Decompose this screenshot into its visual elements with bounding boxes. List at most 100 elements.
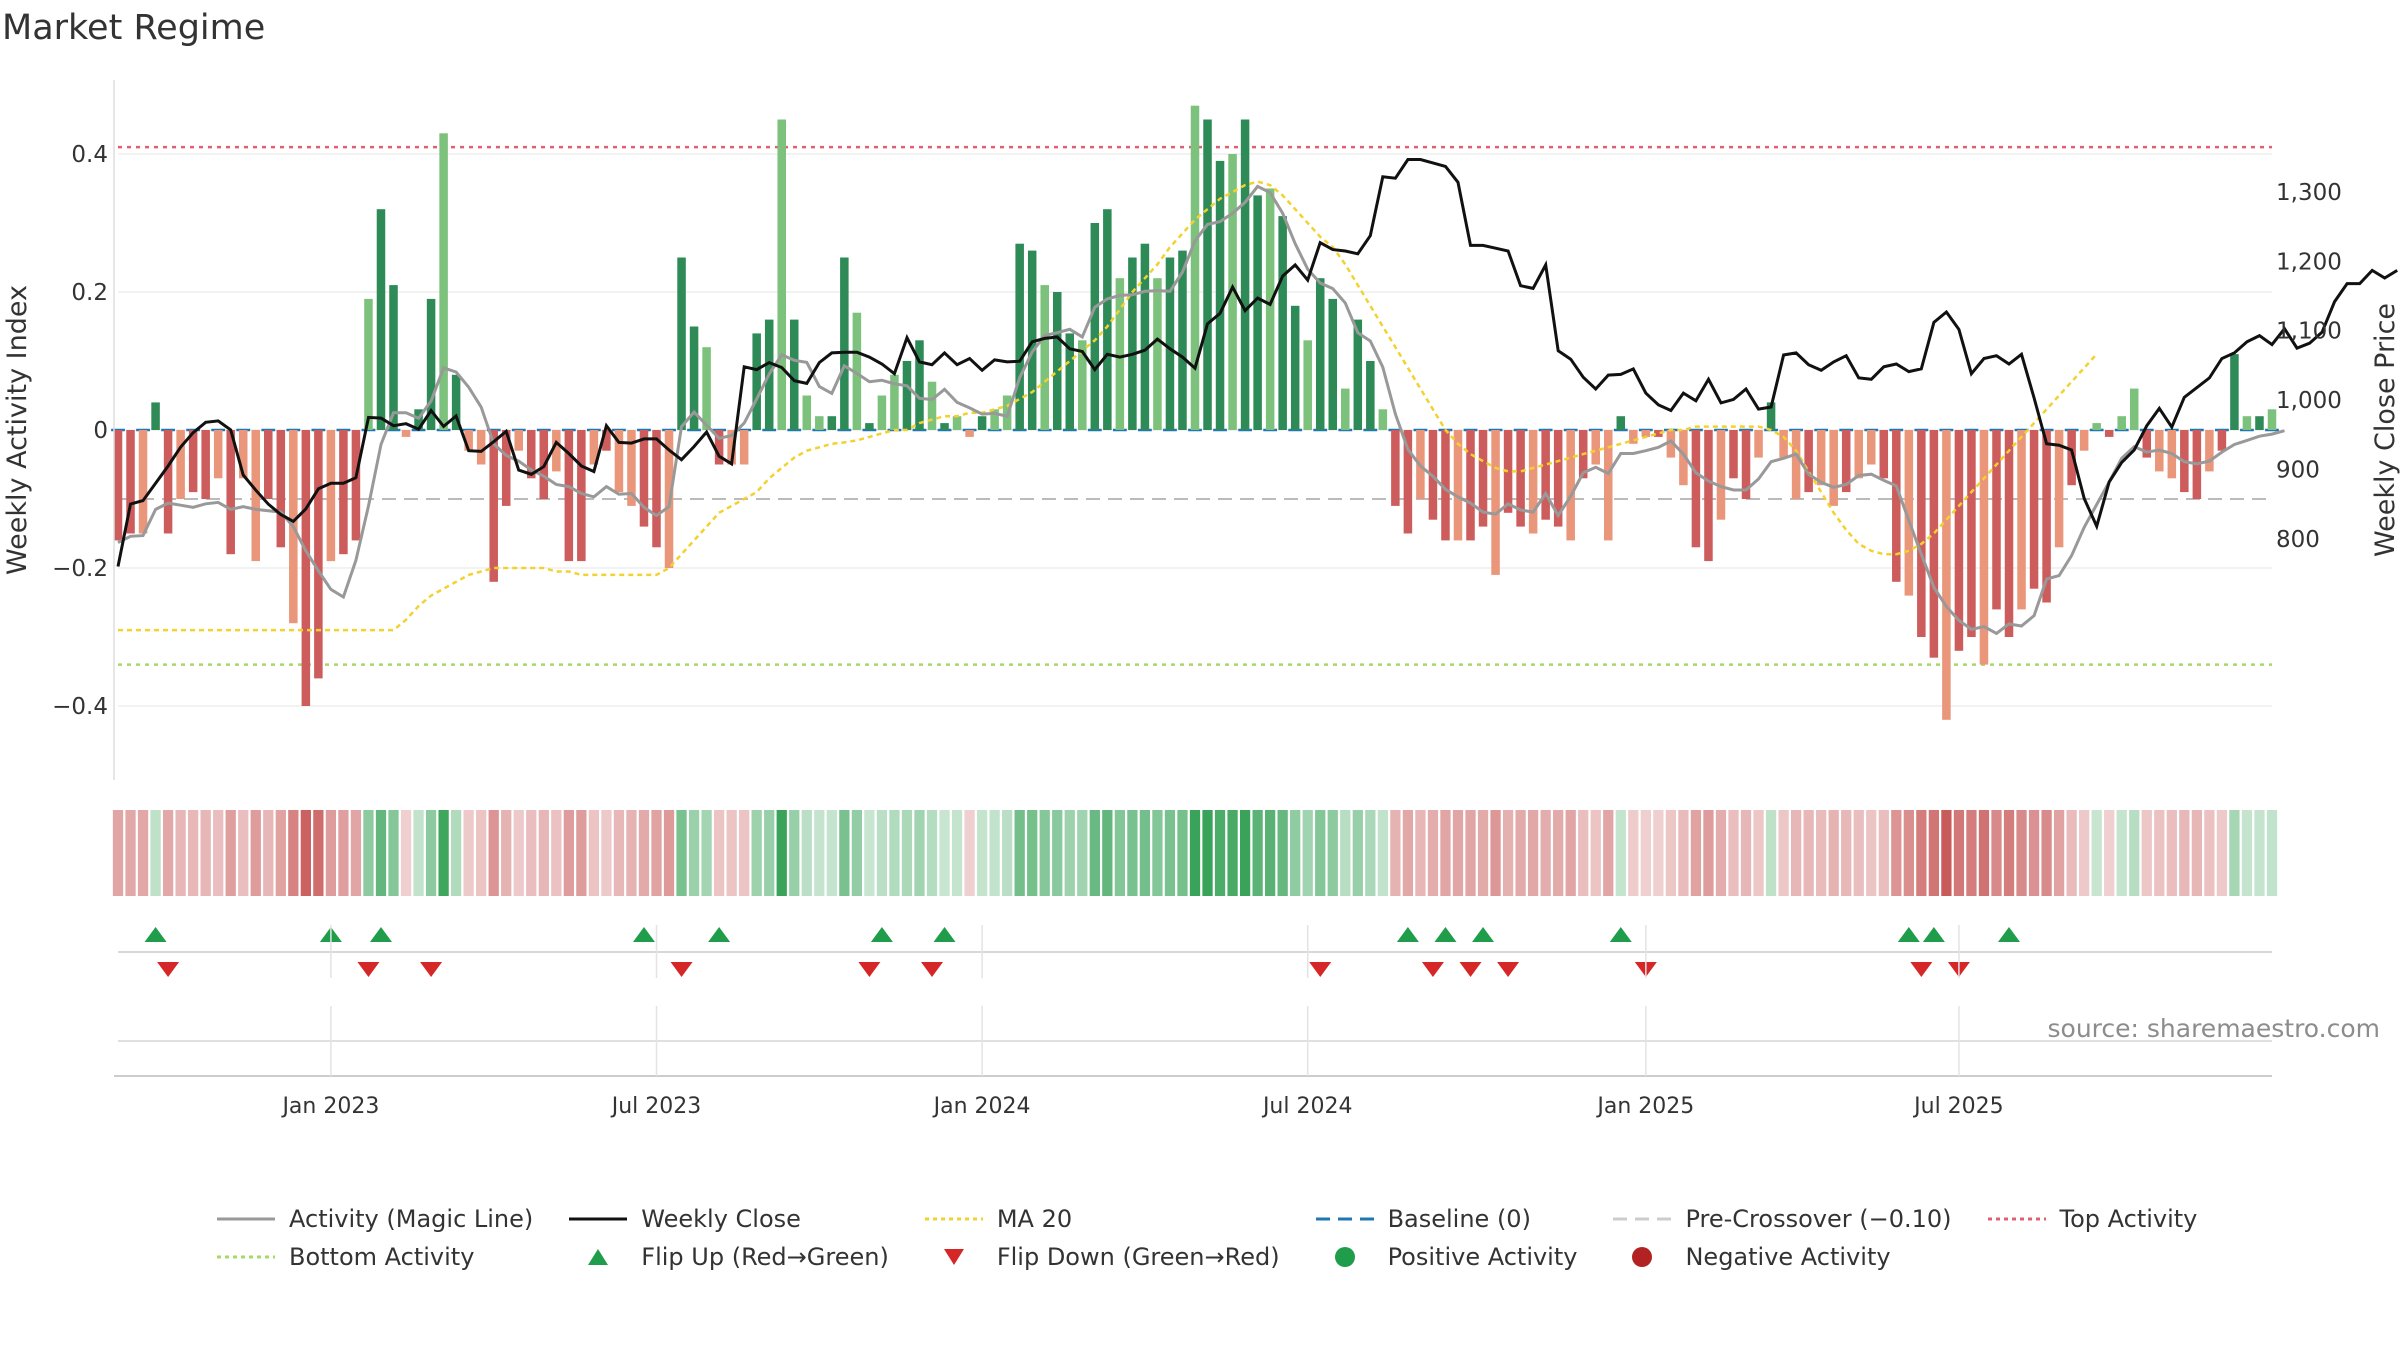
activity-bar (301, 430, 311, 706)
activity-bar (865, 423, 874, 430)
activity-bar (351, 430, 361, 541)
regime-cell (1978, 810, 1990, 896)
activity-bar (1892, 430, 1901, 582)
activity-bar (1065, 333, 1075, 430)
activity-bar (1315, 278, 1325, 430)
regime-cell (951, 810, 963, 896)
activity-bar (2117, 416, 2126, 430)
regime-cell (663, 810, 675, 896)
regime-cell (162, 810, 174, 896)
regime-cell (1603, 810, 1614, 896)
regime-cell (676, 810, 687, 896)
regime-cell (137, 810, 149, 896)
flip-up-marker (1609, 927, 1632, 942)
flip-down-marker (858, 962, 881, 977)
regime-cell (1365, 810, 1376, 896)
regime-cell (1377, 810, 1388, 896)
activity-bar (1629, 430, 1638, 444)
flip-down-marker (1459, 962, 1482, 977)
activity-bar (1829, 430, 1838, 506)
regime-cell (1778, 810, 1789, 896)
regime-cell (926, 810, 938, 896)
regime-cell (413, 810, 424, 896)
activity-bar (1328, 298, 1338, 430)
axes: 0.4 0.2 0 −0.2 −0.4 1,300 1,200 1,100 1,000 900 80… (2, 80, 2400, 780)
activity-bar (915, 340, 924, 430)
regime-cell (964, 810, 975, 896)
regime-cell (438, 810, 449, 896)
regime-cell (1340, 810, 1351, 896)
activity-bar (1052, 292, 1062, 430)
regime-cell (1277, 810, 1288, 896)
activity-bar (727, 430, 736, 465)
regime-cell (1765, 810, 1777, 896)
regime-cell (1440, 810, 1451, 896)
activity-bar (1503, 430, 1513, 513)
activity-bar (952, 416, 962, 430)
regime-cell (1102, 810, 1113, 896)
legend-item: Pre-Crossover (−0.10) (1611, 1205, 1952, 1233)
activity-bar (577, 430, 586, 562)
market-regime-chart: 0.4 0.2 0 −0.2 −0.4 1,300 1,200 1,100 1,000 900 80… (2, 80, 2400, 1119)
regime-cell (213, 810, 224, 896)
activity-bar (965, 430, 974, 437)
activity-bar (1566, 430, 1575, 541)
legend-item: Activity (Magic Line) (215, 1205, 533, 1233)
activity-bar (201, 430, 210, 499)
regime-cell (1628, 810, 1639, 896)
activity-bar (1967, 430, 1976, 637)
activity-bar (1040, 285, 1049, 430)
regime-cell (764, 810, 775, 896)
activity-bar (927, 381, 937, 430)
activity-bar (476, 430, 486, 465)
regime-cell (1753, 810, 1764, 896)
activity-bar (2017, 430, 2026, 610)
regime-cell (1214, 810, 1226, 896)
flip-up-marker (933, 927, 956, 942)
activity-bar (2230, 354, 2239, 430)
activity-bar (1165, 257, 1175, 430)
activity-bar (1115, 278, 1125, 430)
activity-bar (1128, 257, 1137, 430)
regime-cell (1352, 810, 1363, 896)
activity-bar (589, 430, 599, 465)
legend-swatch (569, 1217, 628, 1221)
activity-bar (877, 395, 887, 430)
activity-bar (2104, 430, 2114, 437)
regime-cell (1891, 810, 1902, 896)
activity-bar (1942, 430, 1951, 720)
regime-cell (2129, 810, 2140, 896)
legend-label: Weekly Close (641, 1205, 801, 1233)
regime-cell (814, 810, 825, 896)
regime-cell (1565, 810, 1576, 896)
activity-bar (702, 347, 711, 430)
activity-bar (840, 257, 849, 430)
activity-bar (752, 333, 761, 430)
regime-cell (1703, 810, 1714, 896)
x-tick-label: Jan 2025 (1595, 1094, 1694, 1119)
activity-bar (1779, 430, 1788, 458)
activity-bar (1453, 430, 1463, 541)
legend-item: Bottom Activity (215, 1243, 533, 1271)
regime-cell (601, 810, 612, 896)
activity-bar (1591, 430, 1601, 465)
legend-label: Top Activity (2059, 1205, 2198, 1233)
regime-cell (2066, 810, 2077, 896)
activity-bar (1265, 188, 1275, 430)
regime-cell (1139, 810, 1151, 896)
activity-bar (238, 430, 248, 479)
flip-down-marker (1309, 962, 1332, 977)
regime-cell (2254, 810, 2265, 896)
regime-cell (388, 810, 399, 896)
activity-bar (1391, 430, 1400, 506)
regime-cell (1728, 810, 1739, 896)
flip-up-marker (632, 927, 655, 942)
legend-label: Flip Up (Red→Green) (641, 1243, 889, 1271)
regime-cell (1540, 810, 1551, 896)
regime-cell (989, 810, 1000, 896)
activity-bar (1528, 430, 1538, 534)
activity-bar (1178, 250, 1187, 430)
flip-up-marker (1922, 927, 1945, 942)
flip-markers (118, 927, 2272, 977)
regime-cell (1402, 810, 1414, 896)
